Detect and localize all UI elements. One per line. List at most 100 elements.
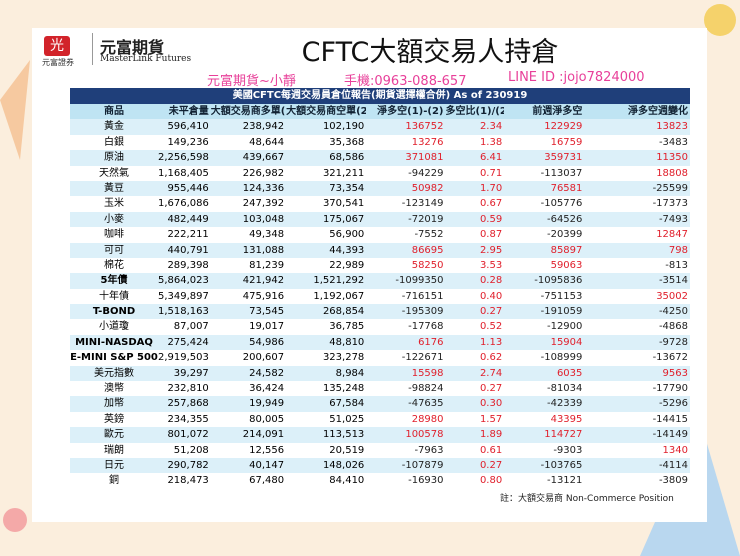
cell: 371081: [405, 152, 444, 164]
cell: 50982: [411, 182, 444, 194]
cell: 232,810: [167, 383, 209, 395]
cell: 226,982: [242, 167, 285, 179]
cell: 5,864,023: [157, 275, 209, 287]
cell: 234,355: [167, 413, 209, 425]
cell: 18808: [656, 167, 688, 179]
column-header: 大額交易商多單(1): [210, 106, 286, 117]
cell: 148,026: [322, 459, 365, 471]
cell: 51,208: [173, 444, 209, 456]
cell: 2,256,598: [157, 152, 209, 164]
cell: 321,211: [322, 167, 365, 179]
cell: 222,211: [167, 229, 209, 241]
table-row: T-BOND 1,518,163 73,545 268,854 -195309 0.27 -…: [70, 304, 690, 320]
cell: 268,854: [322, 306, 365, 318]
cell: 290,782: [167, 459, 209, 471]
table-row: 玉米 1,676,086 247,392 370,541 -123149 0.67 -105…: [70, 196, 690, 212]
cell: 12,556: [249, 444, 285, 456]
table-row: 原油 2,256,598 439,667 68,586 371081 6.41 359731…: [70, 150, 690, 166]
cell: 12847: [656, 229, 688, 241]
cell: -25599: [652, 182, 688, 194]
table-row: 英鎊 234,355 80,005 51,025 28980 1.57 43395 -1441…: [70, 411, 690, 428]
cell: 15598: [411, 367, 444, 379]
commodity: 美元指數: [93, 367, 134, 379]
cell: 3.53: [479, 259, 503, 271]
cell: 13823: [656, 121, 688, 133]
cell: 247,392: [242, 198, 285, 210]
cell: 0.27: [479, 306, 503, 318]
commodity: 小道瓊: [98, 321, 129, 333]
cell: 1.13: [479, 336, 503, 348]
logo-mark: 光: [44, 36, 70, 56]
cell: 68,586: [329, 152, 365, 164]
cell: -12900: [546, 321, 583, 333]
commodity: 加幣: [103, 398, 124, 410]
cell: -4114: [658, 459, 688, 471]
cell: 9563: [662, 367, 688, 379]
cell: 20,519: [329, 444, 365, 456]
table-row: 5年債 5,864,023 421,942 1,521,292 -1099350 0.28…: [70, 273, 690, 289]
cell: 67,584: [329, 398, 365, 410]
table: 美國CFTC每週交易員倉位報告(期貨選擇權合併) As of 230919 商品 未…: [70, 88, 690, 489]
cell: -20399: [546, 229, 583, 241]
cell: 0.40: [479, 290, 503, 302]
cell: 6.41: [479, 152, 503, 164]
commodity: 棉花: [103, 259, 124, 271]
cell: 0.71: [479, 167, 503, 179]
cell: -123149: [401, 198, 444, 210]
cell: -7493: [658, 213, 688, 225]
cell: -813: [665, 259, 688, 271]
cell: 43395: [550, 413, 583, 425]
commodity: 澳幣: [103, 383, 124, 395]
cell: 214,091: [242, 429, 285, 441]
cell: 955,446: [167, 182, 209, 194]
cell: 85897: [550, 244, 583, 256]
cell: -47635: [408, 398, 444, 410]
table-row: 黃豆 955,446 124,336 73,354 50982 1.70 76581 -255…: [70, 180, 690, 197]
cell: -113037: [540, 167, 583, 179]
cell: 87,007: [173, 321, 209, 333]
cell: 5,349,897: [157, 290, 209, 302]
column-header: 淨多空週變化: [628, 106, 688, 117]
cell: 73,545: [249, 306, 285, 318]
cell: 39,297: [173, 367, 209, 379]
cell: 2,919,503: [157, 352, 209, 364]
cell: 1,518,163: [157, 306, 209, 318]
contact: LINE ID :jojo7824000: [508, 70, 645, 85]
cell: 1,168,405: [157, 167, 209, 179]
cell: 0.61: [479, 444, 503, 456]
table-row: 小麥 482,449 103,048 175,067 -72019 0.59 -64526 -…: [70, 211, 690, 228]
cell: 6176: [418, 336, 444, 348]
cell: 218,473: [167, 475, 209, 487]
commodity: 瑞朗: [103, 444, 124, 456]
cell: 136752: [405, 121, 444, 133]
commodity: 日元: [103, 459, 124, 471]
cell: 8,984: [335, 367, 365, 379]
cell: -17373: [652, 198, 688, 210]
cell: -103765: [540, 459, 583, 471]
commodity: 可可: [103, 244, 124, 256]
table-row: 棉花 289,398 81,239 22,989 58250 3.53 59063 -813: [70, 257, 690, 274]
cell: 28980: [411, 413, 444, 425]
cell: 100578: [405, 429, 444, 441]
cell: -42339: [546, 398, 583, 410]
commodity: 英鎊: [103, 413, 124, 425]
cell: -4250: [658, 306, 688, 318]
column-header: 前週淨多空: [532, 106, 583, 117]
cell: 2.95: [479, 244, 503, 256]
table-row: 銅 218,473 67,480 84,410 -16930 0.80 -13121 -380…: [70, 473, 690, 489]
cell: -716151: [401, 290, 444, 302]
table-row: 歐元 801,072 214,091 113,513 100578 1.89 114727 -…: [70, 427, 690, 443]
table-row: 加幣 257,868 19,949 67,584 -47635 0.30 -42339 -52…: [70, 396, 690, 412]
cell: -72019: [408, 213, 444, 225]
cell: 80,005: [249, 413, 285, 425]
column-header: 商品: [103, 106, 124, 117]
cell: 0.27: [479, 383, 503, 395]
cell: 54,986: [249, 336, 285, 348]
cell: 19,017: [249, 321, 285, 333]
column-header: 大額交易商空單(2): [286, 106, 367, 117]
cell: 1.70: [479, 182, 503, 194]
cell: 113,513: [322, 429, 365, 441]
cell: 2.34: [479, 121, 503, 133]
cell: 1.57: [479, 413, 503, 425]
cell: 51,025: [329, 413, 365, 425]
